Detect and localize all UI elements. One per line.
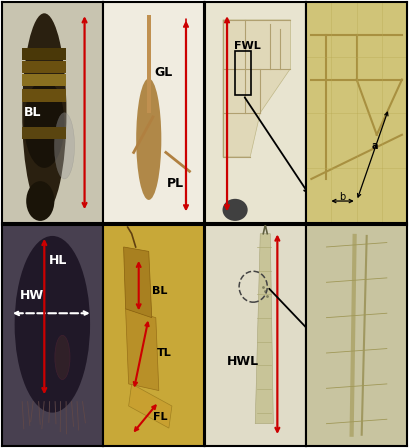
Bar <box>235 51 251 95</box>
Text: TL: TL <box>157 348 171 358</box>
Ellipse shape <box>55 335 70 379</box>
Text: BL: BL <box>23 106 41 119</box>
Text: BL: BL <box>152 286 168 296</box>
Ellipse shape <box>54 113 74 179</box>
Polygon shape <box>223 20 290 157</box>
Text: FWL: FWL <box>234 41 261 52</box>
Text: HL: HL <box>49 254 67 267</box>
Bar <box>22 61 66 73</box>
Ellipse shape <box>26 181 54 221</box>
Text: PL: PL <box>167 177 184 190</box>
Polygon shape <box>124 247 152 318</box>
Bar <box>22 90 66 102</box>
Bar <box>22 47 66 60</box>
Text: a: a <box>371 141 378 151</box>
Text: GL: GL <box>155 66 173 79</box>
Ellipse shape <box>136 78 161 200</box>
Bar <box>22 74 66 86</box>
Polygon shape <box>255 234 273 424</box>
Text: b: b <box>339 192 346 202</box>
Ellipse shape <box>24 80 65 168</box>
Text: FL: FL <box>153 412 167 422</box>
Text: HW: HW <box>20 289 44 302</box>
Polygon shape <box>128 384 172 428</box>
Text: HWL: HWL <box>227 355 259 368</box>
Bar <box>22 127 66 139</box>
Ellipse shape <box>15 236 90 413</box>
Bar <box>147 16 151 113</box>
Ellipse shape <box>222 199 248 221</box>
Ellipse shape <box>22 13 66 212</box>
Polygon shape <box>126 309 159 391</box>
